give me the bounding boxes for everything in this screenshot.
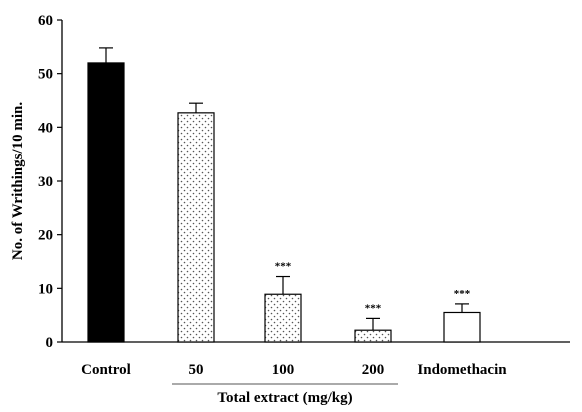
y-tick-label: 0 — [46, 335, 54, 351]
x-category-label: Control — [81, 362, 131, 378]
significance-marker: *** — [454, 288, 471, 300]
bar-200 — [354, 329, 392, 343]
y-axis-title: No. of Writhings/10 min. — [10, 102, 26, 260]
bar-100 — [264, 293, 302, 343]
significance-marker: *** — [275, 261, 292, 273]
x-category-label: 100 — [272, 362, 295, 378]
bar-control — [87, 62, 125, 343]
bar-50 — [177, 112, 215, 343]
y-tick-label: 50 — [38, 67, 53, 83]
y-tick-label: 40 — [38, 120, 53, 136]
x-category-label: 50 — [189, 362, 204, 378]
significance-marker: *** — [365, 302, 382, 314]
x-category-label: 200 — [362, 362, 385, 378]
y-tick-label: 10 — [38, 281, 53, 297]
x-axis-title: Total extract (mg/kg) — [217, 390, 352, 406]
bar-indomethacin — [443, 311, 481, 343]
y-tick-label: 30 — [38, 174, 53, 190]
y-tick-label: 60 — [38, 13, 53, 29]
y-tick-label: 20 — [38, 228, 53, 244]
x-category-label: Indomethacin — [417, 362, 507, 378]
